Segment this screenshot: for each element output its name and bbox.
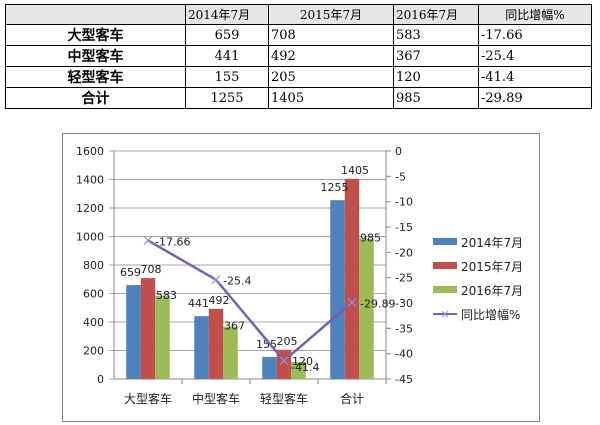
table-row: 中型客车 441 492 367 -25.4 xyxy=(5,45,592,67)
data-label: 985 xyxy=(360,232,381,245)
bar xyxy=(140,278,156,379)
x-axis-category-label: 中型客车 xyxy=(192,391,240,406)
row-label: 轻型客车 xyxy=(5,66,186,88)
cell-2014: 155 xyxy=(185,66,269,88)
bar xyxy=(208,308,224,379)
bar xyxy=(194,316,209,379)
combo-chart: 0 200 400 600 800 1000 1200 1400 1600 0 -5 -10 -15 -2… xyxy=(62,133,540,422)
y2-axis-tick-label: -10 xyxy=(395,196,413,209)
line-data-label: -17.66 xyxy=(155,235,190,248)
bar xyxy=(126,285,141,379)
legend-label: 2016年7月 xyxy=(461,284,523,298)
y2-axis-tick-label: -25 xyxy=(395,272,413,285)
y-axis-tick-label: 0 xyxy=(97,373,104,386)
x-marker-icon xyxy=(143,236,153,245)
cell-2015: 492 xyxy=(268,45,394,67)
legend-label: 同比增幅% xyxy=(461,307,520,322)
cell-2014: 441 xyxy=(185,45,269,67)
line-data-label: -41.4 xyxy=(291,361,319,374)
legend-swatch xyxy=(433,286,457,293)
line-data-label: -25.4 xyxy=(223,275,251,288)
x-axis-category-label: 合计 xyxy=(340,391,364,406)
y2-axis-tick-label: 0 xyxy=(395,145,402,158)
cell-2014: 1255 xyxy=(185,87,269,109)
bar xyxy=(262,356,277,379)
data-label: 1405 xyxy=(341,164,369,177)
data-table: 2014年7月 2015年7月 2016年7月 同比增幅% 大型客车 659 7… xyxy=(5,4,592,109)
cell-2016: 985 xyxy=(393,87,479,109)
bar xyxy=(344,178,360,379)
y-axis-tick-label: 800 xyxy=(83,259,104,272)
bar xyxy=(291,361,306,379)
cell-2015: 708 xyxy=(268,24,394,46)
cell-yoy: -41.4 xyxy=(478,66,592,88)
y2-axis-tick-label: -15 xyxy=(395,221,413,234)
data-label: 1255 xyxy=(321,181,349,194)
x-marker-icon xyxy=(347,298,357,307)
y-axis-tick-label: 200 xyxy=(83,345,104,358)
cell-yoy: -17.66 xyxy=(478,24,592,46)
legend-label: 2014年7月 xyxy=(461,236,523,250)
y2-axis-tick-label: -45 xyxy=(395,373,413,386)
data-label: 659 xyxy=(120,266,141,279)
y2-axis-tick-label: -30 xyxy=(395,297,413,310)
header-cell-2016: 2016年7月 xyxy=(393,4,479,25)
y-axis-tick-label: 1200 xyxy=(76,202,104,215)
data-label: 708 xyxy=(141,263,162,276)
y-axis-tick-label: 1600 xyxy=(76,145,104,158)
data-label: 367 xyxy=(224,320,245,333)
cell-2015: 205 xyxy=(268,66,394,88)
table-row: 合计 1255 1405 985 -29.89 xyxy=(5,87,592,109)
cell-2015: 1405 xyxy=(268,87,394,109)
legend-swatch xyxy=(433,262,457,269)
y-axis-tick-label: 1000 xyxy=(76,231,104,244)
header-cell-empty xyxy=(5,4,186,25)
y2-axis-tick-label: -20 xyxy=(395,246,413,259)
cell-2016: 367 xyxy=(393,45,479,67)
bar xyxy=(223,326,238,379)
data-label: 205 xyxy=(277,335,298,348)
data-label: 120 xyxy=(292,355,313,368)
x-axis-category-label: 大型客车 xyxy=(124,391,172,406)
table-header-row: 2014年7月 2015年7月 2016年7月 同比增幅% xyxy=(5,4,592,25)
cell-2016: 120 xyxy=(393,66,479,88)
table-row: 轻型客车 155 205 120 -41.4 xyxy=(5,66,592,88)
y2-axis-tick-label: -5 xyxy=(395,170,406,183)
y2-axis-tick-label: -35 xyxy=(395,322,413,335)
cell-2014: 659 xyxy=(185,24,269,46)
header-cell-yoy: 同比增幅% xyxy=(478,4,592,25)
bar xyxy=(155,295,170,379)
line-data-label: -29.89 xyxy=(360,297,395,310)
y-axis-tick-label: 400 xyxy=(83,316,104,329)
bar xyxy=(359,238,374,379)
header-cell-2015: 2015年7月 xyxy=(268,4,394,25)
table-row: 大型客车 659 708 583 -17.66 xyxy=(5,24,592,46)
chart-canvas: 0 200 400 600 800 1000 1200 1400 1600 0 -5 -10 -15 -2… xyxy=(76,145,523,406)
data-label: 492 xyxy=(209,294,230,307)
data-label: 583 xyxy=(156,289,177,302)
cell-yoy: -29.89 xyxy=(478,87,592,109)
x-marker-icon xyxy=(211,275,221,285)
row-label: 合计 xyxy=(5,87,186,109)
y-axis-tick-label: 1400 xyxy=(76,174,104,187)
legend-x-marker-icon xyxy=(441,310,449,318)
cell-yoy: -25.4 xyxy=(478,45,592,67)
header-cell-2014: 2014年7月 xyxy=(185,4,269,25)
x-axis-category-label: 轻型客车 xyxy=(260,391,308,406)
row-label: 中型客车 xyxy=(5,45,186,67)
bar xyxy=(330,200,345,379)
row-label: 大型客车 xyxy=(5,24,186,46)
yoy-line xyxy=(147,239,353,363)
y2-axis-tick-label: -40 xyxy=(395,348,413,361)
y-axis-tick-label: 600 xyxy=(83,288,104,301)
data-label: 441 xyxy=(188,297,209,310)
cell-2016: 583 xyxy=(393,24,479,46)
legend-swatch xyxy=(433,238,457,245)
legend-label: 2015年7月 xyxy=(461,260,523,274)
x-marker-icon xyxy=(279,356,289,366)
